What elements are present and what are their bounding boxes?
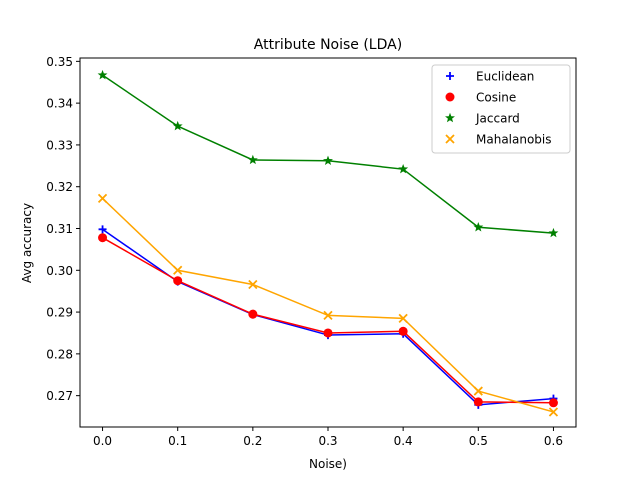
x-tick-label: 0.5 xyxy=(469,434,488,448)
y-tick-label: 0.34 xyxy=(46,97,73,111)
legend-item-cosine: Cosine xyxy=(445,91,516,105)
legend-label: Mahalanobis xyxy=(476,133,552,147)
data-point xyxy=(97,193,108,204)
x-tick-label: 0.0 xyxy=(93,434,112,448)
y-tick-label: 0.30 xyxy=(46,264,73,278)
y-tick-label: 0.31 xyxy=(46,222,73,236)
y-axis: 0.27 0.28 0.29 0.30 0.31 0.32 0.33 0.34 0.35 xyxy=(46,55,80,403)
data-point xyxy=(473,397,483,407)
legend-label: Euclidean xyxy=(476,70,534,84)
legend-label: Cosine xyxy=(476,91,516,105)
data-point xyxy=(323,155,333,166)
data-point xyxy=(398,313,408,323)
series-cosine xyxy=(98,233,558,408)
x-tick-label: 0.2 xyxy=(243,434,262,448)
legend-item-jaccard: Jaccard xyxy=(445,112,520,126)
legend-item-mahalanobis: Mahalanobis xyxy=(445,133,552,147)
y-tick-label: 0.33 xyxy=(46,138,73,152)
y-tick-label: 0.29 xyxy=(46,306,73,320)
y-axis-title: Avg accuracy xyxy=(20,203,34,283)
legend-marker xyxy=(445,134,455,144)
x-axis: 0.0 0.1 0.2 0.3 0.4 0.5 0.6 xyxy=(93,427,563,448)
data-point xyxy=(548,398,558,408)
legend-label: Jaccard xyxy=(475,112,520,126)
x-tick-label: 0.4 xyxy=(394,434,413,448)
data-point xyxy=(173,276,183,286)
data-point xyxy=(398,326,408,336)
data-point xyxy=(247,154,258,165)
data-point xyxy=(97,69,108,80)
legend: Euclidean Cosine Jaccard Mahalanobis xyxy=(431,64,571,154)
legend-marker xyxy=(446,72,454,80)
y-tick-label: 0.28 xyxy=(46,347,73,361)
x-axis-title: Noise) xyxy=(309,457,347,471)
legend-box xyxy=(431,64,571,154)
legend-marker xyxy=(445,92,455,102)
data-point xyxy=(98,225,107,234)
legend-item-euclidean: Euclidean xyxy=(446,70,534,84)
x-tick-label: 0.6 xyxy=(544,434,563,448)
data-point xyxy=(172,120,183,131)
data-point xyxy=(548,407,559,417)
data-point xyxy=(248,309,258,319)
data-point xyxy=(323,328,333,338)
data-point xyxy=(473,222,484,232)
series-jaccard xyxy=(97,69,559,238)
chart-title: Attribute Noise (LDA) xyxy=(254,37,402,53)
y-tick-label: 0.35 xyxy=(46,55,73,69)
y-tick-label: 0.32 xyxy=(46,180,73,194)
x-tick-label: 0.3 xyxy=(318,434,337,448)
series-mahalanobis xyxy=(97,193,559,417)
data-point xyxy=(473,386,483,396)
legend-marker xyxy=(445,112,455,123)
data-point xyxy=(323,310,333,321)
data-point xyxy=(248,279,258,290)
y-tick-label: 0.27 xyxy=(46,389,73,403)
plot-series xyxy=(97,69,559,417)
data-point xyxy=(98,233,108,243)
data-point xyxy=(398,163,409,174)
x-tick-label: 0.1 xyxy=(168,434,187,448)
data-point xyxy=(548,227,559,238)
data-point xyxy=(173,265,183,275)
